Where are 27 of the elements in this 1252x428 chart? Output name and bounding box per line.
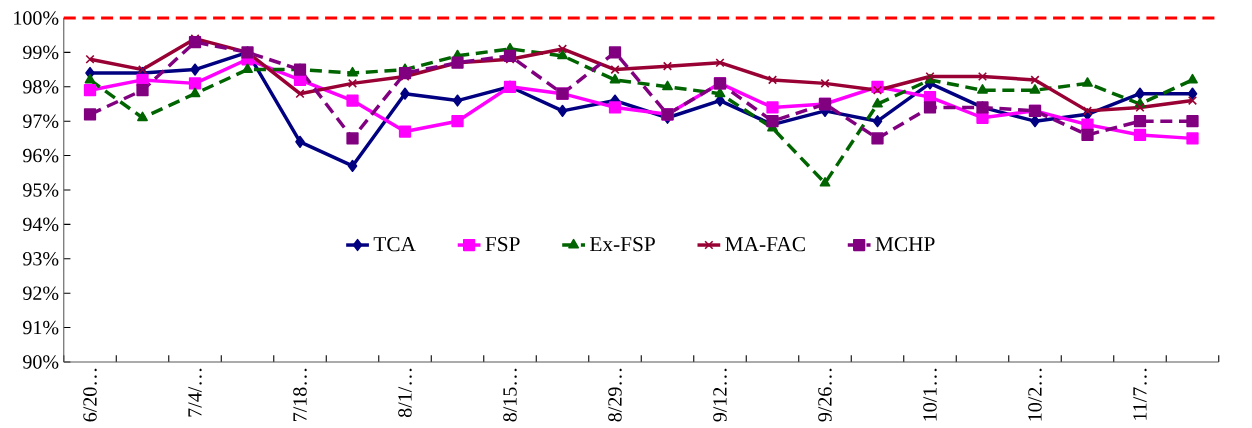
y-tick-label: 90% xyxy=(23,355,59,369)
x-tick-label: 11/7… xyxy=(1133,368,1147,420)
x-tick-label: 9/26… xyxy=(818,368,832,422)
y-tick-label: 96% xyxy=(23,148,59,163)
x-tick-label: 6/20… xyxy=(83,368,97,422)
y-tick-label: 100% xyxy=(14,11,59,25)
y-tick-label: 91% xyxy=(23,320,59,335)
x-tick-label: 10/2… xyxy=(1028,368,1042,421)
legend-label: TCA xyxy=(373,236,416,252)
x-tick-label: 8/1/… xyxy=(398,368,412,418)
y-tick-label: 98% xyxy=(23,80,59,94)
y-tick-label: 93% xyxy=(23,252,59,266)
legend-label: Ex-FSP xyxy=(589,236,655,252)
legend-label: FSP xyxy=(485,236,520,252)
x-tick-label: 7/4/… xyxy=(188,368,202,417)
y-tick-label: 94% xyxy=(23,217,59,232)
x-tick-label: 9/12… xyxy=(713,368,727,422)
y-tick-label: 95% xyxy=(23,183,59,197)
x-tick-label: 10/1… xyxy=(923,368,937,421)
legend-label: MCHP xyxy=(875,236,935,252)
y-tick-label: 92% xyxy=(23,286,59,300)
legend-label: MA-FAC xyxy=(725,236,805,252)
x-tick-label: 8/15… xyxy=(503,368,517,422)
x-tick-label: 7/18… xyxy=(293,368,307,421)
y-tick-label: 99% xyxy=(23,45,59,60)
x-tick-label: 8/29… xyxy=(608,368,622,422)
y-tick-label: 97% xyxy=(23,114,59,128)
